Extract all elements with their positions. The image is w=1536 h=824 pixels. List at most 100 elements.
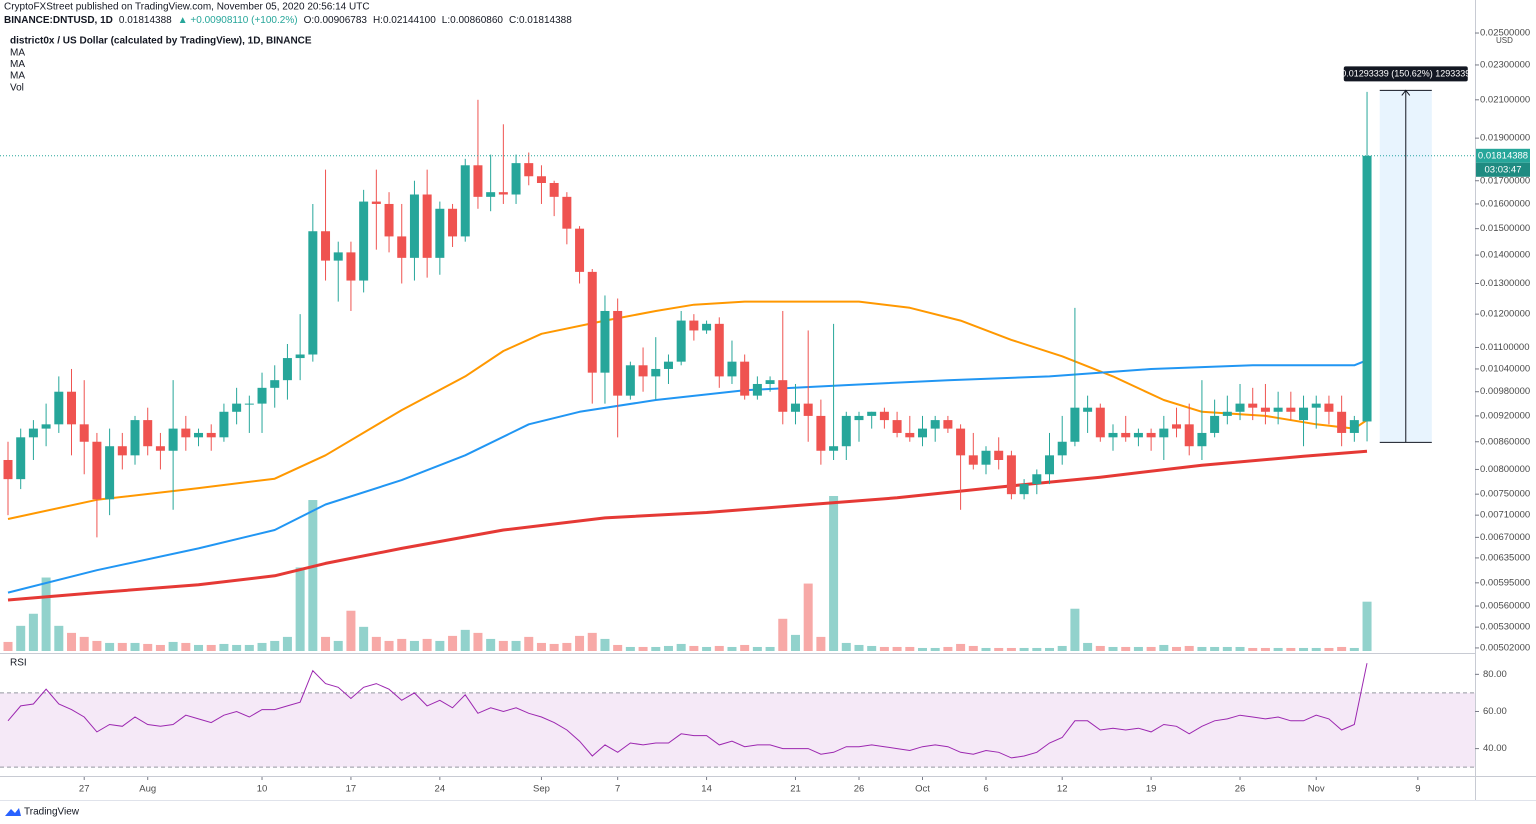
volume-bar xyxy=(1210,646,1220,651)
x-tick-label: 14 xyxy=(701,784,712,795)
candle-body xyxy=(1045,455,1055,475)
candle-body xyxy=(1108,432,1118,438)
candle-body xyxy=(1210,415,1220,433)
volume-bar xyxy=(168,641,178,651)
x-tick-label: 26 xyxy=(854,784,865,795)
volume-bar xyxy=(130,642,140,651)
candle-body xyxy=(1248,403,1258,408)
candle-body xyxy=(930,420,940,429)
symbol-line: BINANCE:DNTUSD, 1D 0.01814388 ▲ +0.0090811… xyxy=(4,15,572,26)
y-tick-label: 0.00502000 xyxy=(1480,642,1530,653)
candle-body xyxy=(92,441,102,500)
ma-legend: MA xyxy=(10,59,25,70)
candle-body xyxy=(270,380,280,388)
volume-bar xyxy=(1095,645,1105,651)
volume-bar xyxy=(1260,647,1270,651)
volume-bar xyxy=(1172,646,1182,651)
candle-body xyxy=(333,252,343,261)
candle-body xyxy=(1299,407,1309,421)
y-tick-label: 0.01500000 xyxy=(1480,223,1530,234)
rsi-y-tick-label: 80.00 xyxy=(1483,669,1507,680)
volume-bar xyxy=(702,646,712,651)
rsi-line xyxy=(7,663,1368,759)
candle-body xyxy=(1032,474,1042,485)
tradingview-logo: TradingView xyxy=(5,807,80,818)
candle-body xyxy=(181,428,191,438)
y-tick-label: 0.00750000 xyxy=(1480,489,1530,500)
candle-body xyxy=(727,361,737,377)
y-tick-label: 0.00560000 xyxy=(1480,601,1530,612)
overlay-layer: 0.01814388 03:03:47 0.01293339 (150.62%) 1… xyxy=(0,66,1530,443)
y-tick-label: 0.00635000 xyxy=(1480,552,1530,563)
volume-bar xyxy=(422,638,432,651)
y-tick-label: 0.00530000 xyxy=(1480,622,1530,633)
volume-bar xyxy=(994,647,1004,651)
open: O:0.00906783 xyxy=(304,15,368,26)
publisher: CryptoFXStreet published on TradingView.… xyxy=(4,2,370,13)
volume-bar xyxy=(727,646,737,651)
candle-body xyxy=(536,176,546,183)
volume-bar xyxy=(689,645,699,651)
countdown-box xyxy=(1476,162,1530,177)
volume-bar xyxy=(282,636,292,651)
candle-body xyxy=(219,411,229,438)
volume-bar xyxy=(651,646,661,651)
candle-body xyxy=(1286,407,1296,412)
candle-body xyxy=(1070,407,1080,442)
volume-bar xyxy=(1337,646,1347,651)
candle-body xyxy=(130,420,140,456)
volume-bar xyxy=(511,640,521,651)
candle-body xyxy=(473,165,483,197)
volume-bar xyxy=(371,636,381,651)
volume-bar xyxy=(435,640,445,651)
candle-body xyxy=(359,201,369,281)
x-tick-label: Oct xyxy=(915,784,930,795)
volume-bar xyxy=(816,636,826,651)
low: L:0.00860860 xyxy=(442,15,504,26)
candle-body xyxy=(1133,432,1143,438)
moving-average xyxy=(7,449,1368,602)
volume-bar xyxy=(67,632,77,651)
volume-bar xyxy=(943,646,953,651)
candle-body xyxy=(384,203,394,237)
countdown: 03:03:47 xyxy=(1485,164,1522,175)
volume-bar xyxy=(1032,647,1042,651)
measure-label: 0.01293339 (150.62%) 1293339 xyxy=(1341,68,1470,78)
volume-bar xyxy=(1019,647,1029,651)
volume-bar xyxy=(892,646,902,651)
candle-body xyxy=(244,403,254,405)
high: H:0.02144100 xyxy=(373,15,436,26)
candle-body xyxy=(1311,403,1321,408)
candle-body xyxy=(409,194,419,258)
y-tick-label: 0.01900000 xyxy=(1480,133,1530,144)
y-tick-label: 0.00595000 xyxy=(1480,577,1530,588)
candle-body xyxy=(816,415,826,451)
candle-body xyxy=(524,163,534,177)
candle-body xyxy=(663,361,673,369)
change: ▲ +0.00908110 (+100.2%) xyxy=(178,15,298,26)
candle-body xyxy=(1197,432,1207,447)
volume-bar xyxy=(879,646,889,651)
volume-label: Vol xyxy=(10,83,24,94)
candle-body xyxy=(803,403,813,416)
ma-legend: MA xyxy=(10,71,25,82)
x-tick-label: Nov xyxy=(1308,784,1325,795)
candle-body xyxy=(676,320,686,362)
candle-body xyxy=(956,428,966,456)
y-tick-label: 0.01300000 xyxy=(1480,278,1530,289)
x-tick-label: 26 xyxy=(1235,784,1246,795)
volume-bar xyxy=(740,644,750,651)
candle-layer xyxy=(3,91,1372,538)
volume-bar xyxy=(613,644,623,651)
volume-bar xyxy=(829,496,839,651)
volume-bar xyxy=(498,640,508,651)
y-tick-label: 0.01200000 xyxy=(1480,309,1530,320)
last-price-box xyxy=(1476,148,1530,163)
volume-bar xyxy=(600,638,610,651)
volume-bar xyxy=(346,610,356,651)
x-tick-label: 6 xyxy=(983,784,988,795)
volume-bar xyxy=(359,626,369,651)
x-tick-label: Aug xyxy=(139,784,156,795)
